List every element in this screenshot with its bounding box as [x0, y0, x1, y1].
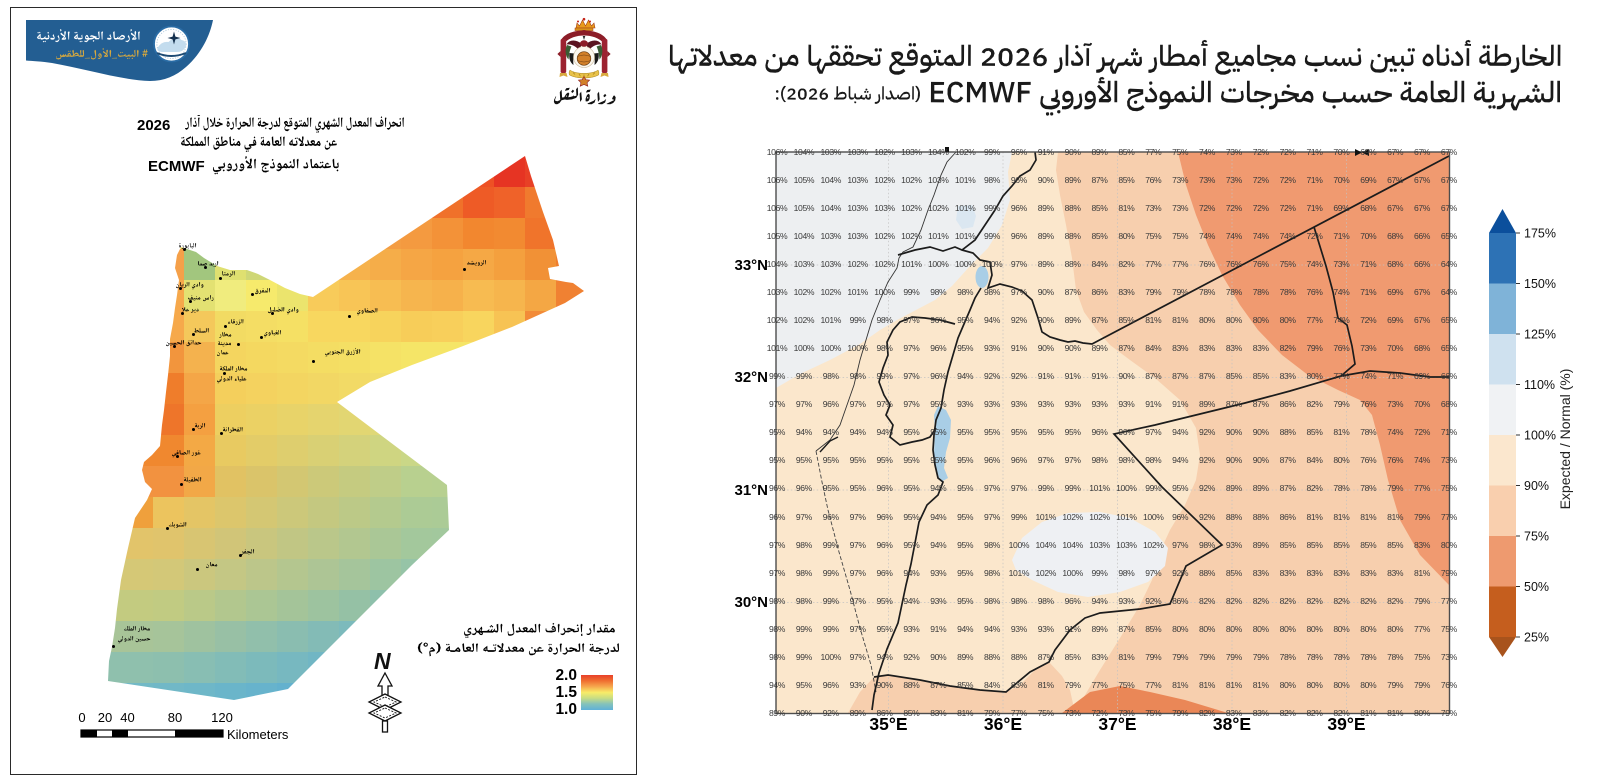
svg-text:75%: 75% — [1524, 530, 1549, 544]
svg-text:175%: 175% — [1524, 227, 1556, 241]
svg-text:N: N — [374, 650, 391, 674]
svg-text:20: 20 — [98, 710, 112, 725]
svg-text:0: 0 — [78, 710, 85, 725]
svg-text:120: 120 — [211, 710, 233, 725]
svg-text:100%: 100% — [1524, 429, 1556, 443]
svg-text:80: 80 — [168, 710, 182, 725]
svg-text:40: 40 — [120, 710, 134, 725]
svg-text:110%: 110% — [1524, 378, 1555, 392]
svg-text:90%: 90% — [1524, 479, 1549, 493]
svg-text:150%: 150% — [1524, 277, 1556, 291]
svg-text:Expected / Normal (%): Expected / Normal (%) — [1557, 369, 1573, 510]
svg-text:25%: 25% — [1524, 631, 1549, 645]
svg-text:125%: 125% — [1524, 328, 1556, 342]
svg-text:Kilometers: Kilometers — [227, 727, 289, 742]
svg-text:50%: 50% — [1524, 580, 1549, 594]
